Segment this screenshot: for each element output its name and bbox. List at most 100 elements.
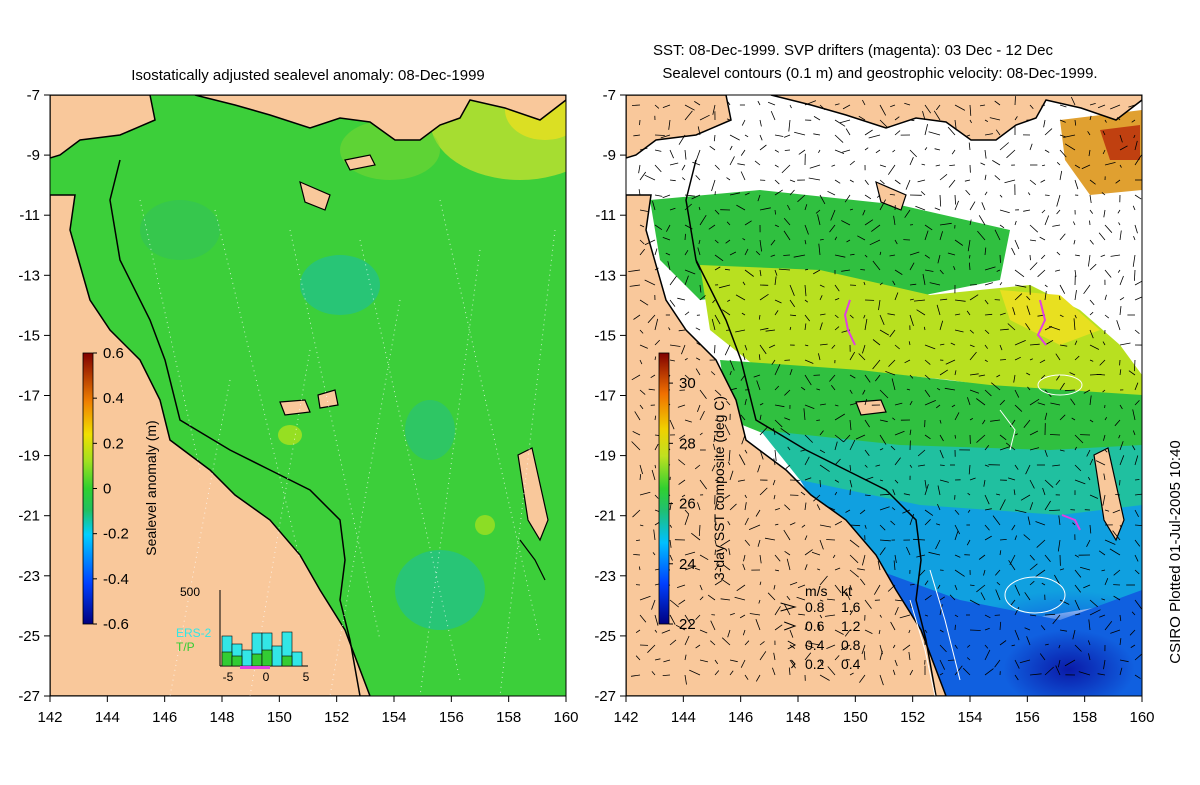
x-tick-label: 148 bbox=[209, 709, 234, 726]
velocity-arrow bbox=[970, 630, 981, 631]
x-tick-label: 160 bbox=[1129, 709, 1154, 726]
y-tick-label: -17 bbox=[18, 388, 40, 405]
credit-text: CSIRO Plotted 01-Jul-2005 10:40 bbox=[1167, 440, 1184, 663]
x-tick-label: 156 bbox=[439, 709, 464, 726]
velocity-arrow bbox=[948, 660, 955, 661]
x-tick-label: 156 bbox=[1015, 709, 1040, 726]
velocity-legend-header-kt: kt bbox=[841, 583, 852, 599]
velocity-arrow bbox=[1090, 221, 1091, 225]
sla-feature bbox=[395, 550, 485, 630]
sla-feature bbox=[140, 200, 220, 260]
x-tick-label: 150 bbox=[843, 709, 868, 726]
colorbar-tick-label: 22 bbox=[679, 616, 696, 633]
velocity-arrow bbox=[826, 540, 835, 541]
x-tick-label: 144 bbox=[95, 709, 120, 726]
velocity-legend-ms: 0.4 bbox=[805, 637, 825, 653]
island bbox=[856, 400, 886, 415]
y-tick-label: -13 bbox=[18, 267, 40, 284]
velocity-arrow bbox=[820, 480, 821, 487]
x-tick-label: 148 bbox=[785, 709, 810, 726]
velocity-arrow bbox=[1000, 255, 1001, 263]
velocity-arrow bbox=[816, 420, 820, 421]
right-colorbar-label: 3-day SST composite (deg C) bbox=[711, 396, 727, 580]
y-tick-label: -25 bbox=[594, 628, 616, 645]
y-tick-label: -9 bbox=[603, 147, 616, 164]
velocity-legend-kt: 1.2 bbox=[841, 618, 861, 634]
velocity-arrow bbox=[1045, 195, 1050, 196]
velocity-arrow bbox=[685, 234, 686, 240]
colorbar-tick-label: 26 bbox=[679, 496, 696, 513]
colorbar-tick-label: 0 bbox=[103, 481, 111, 498]
velocity-legend-kt: 0.8 bbox=[841, 637, 861, 653]
velocity-arrow bbox=[1120, 480, 1121, 485]
velocity-arrow bbox=[1000, 360, 1006, 361]
sla-feature bbox=[278, 425, 302, 445]
colorbar-tick-label: 0.6 bbox=[103, 345, 124, 362]
velocity-legend-kt: 0.4 bbox=[841, 656, 861, 672]
y-tick-label: -27 bbox=[594, 688, 616, 705]
sla-feature bbox=[475, 515, 495, 535]
y-tick-label: -17 bbox=[594, 388, 616, 405]
y-tick-label: -25 bbox=[18, 628, 40, 645]
left-colorbar-label: Sealevel anomaly (m) bbox=[143, 420, 159, 555]
velocity-arrow bbox=[785, 150, 790, 151]
colorbar-tick-label: -0.2 bbox=[103, 526, 129, 543]
right-y-axis: -7-9-11-13-15-17-19-21-23-25-27 bbox=[594, 87, 626, 705]
velocity-legend-header-ms: m/s bbox=[805, 583, 828, 599]
colorbar-tick-label: 30 bbox=[679, 375, 696, 392]
right-map bbox=[626, 95, 1146, 696]
y-tick-label: -13 bbox=[594, 267, 616, 284]
velocity-arrow bbox=[1015, 96, 1016, 105]
x-tick-label: 144 bbox=[671, 709, 696, 726]
inset-xtick: 5 bbox=[303, 670, 310, 684]
colorbar-tick-label: -0.6 bbox=[103, 616, 129, 633]
inset-xtick: 0 bbox=[263, 670, 270, 684]
colorbar-tick-label: 28 bbox=[679, 435, 696, 452]
y-tick-label: -11 bbox=[595, 207, 616, 224]
y-tick-label: -21 bbox=[18, 508, 40, 525]
inset-xtick: -5 bbox=[223, 670, 234, 684]
y-tick-label: -23 bbox=[18, 568, 40, 585]
colorbar-tick-label: 0.4 bbox=[103, 390, 124, 407]
sla-feature bbox=[300, 255, 380, 315]
velocity-arrow bbox=[1050, 435, 1060, 436]
y-tick-label: -7 bbox=[603, 87, 616, 104]
velocity-arrow bbox=[1135, 480, 1139, 481]
left-title: Isostatically adjusted sealevel anomaly:… bbox=[131, 67, 485, 84]
x-tick-label: 146 bbox=[728, 709, 753, 726]
y-tick-label: -15 bbox=[18, 327, 40, 344]
x-tick-label: 154 bbox=[381, 709, 406, 726]
y-tick-label: -9 bbox=[27, 147, 40, 164]
y-tick-label: -19 bbox=[18, 448, 40, 465]
colorbar-tick-label: -0.4 bbox=[103, 571, 129, 588]
velocity-arrow bbox=[1030, 255, 1031, 260]
left-y-axis: -7-9-11-13-15-17-19-21-23-25-27 bbox=[18, 87, 50, 705]
velocity-arrow bbox=[783, 255, 790, 256]
velocity-arrow bbox=[715, 345, 716, 353]
inset-legend-tp: T/P bbox=[176, 640, 195, 654]
right-title-line2: Sealevel contours (0.1 m) and geostrophi… bbox=[662, 65, 1097, 82]
inset-legend-ers2: ERS-2 bbox=[176, 626, 212, 640]
x-tick-label: 150 bbox=[267, 709, 292, 726]
x-tick-label: 158 bbox=[496, 709, 521, 726]
velocity-arrow bbox=[940, 465, 945, 466]
x-tick-label: 160 bbox=[553, 709, 578, 726]
x-tick-label: 152 bbox=[324, 709, 349, 726]
velocity-legend-ms: 0.6 bbox=[805, 618, 825, 634]
x-tick-label: 142 bbox=[613, 709, 638, 726]
x-tick-label: 152 bbox=[900, 709, 925, 726]
inset-ymax-label: 500 bbox=[180, 585, 200, 599]
velocity-legend-ms: 0.2 bbox=[805, 656, 825, 672]
x-tick-label: 158 bbox=[1072, 709, 1097, 726]
velocity-arrow bbox=[632, 105, 640, 106]
left-colorbar-scale bbox=[83, 353, 93, 624]
y-tick-label: -23 bbox=[594, 568, 616, 585]
x-tick-label: 154 bbox=[957, 709, 982, 726]
right-title-line1: SST: 08-Dec-1999. SVP drifters (magenta)… bbox=[653, 42, 1053, 59]
colorbar-tick-label: 24 bbox=[679, 556, 696, 573]
velocity-legend-kt: 1.6 bbox=[841, 599, 861, 615]
y-tick-label: -21 bbox=[594, 508, 616, 525]
y-tick-label: -19 bbox=[594, 448, 616, 465]
